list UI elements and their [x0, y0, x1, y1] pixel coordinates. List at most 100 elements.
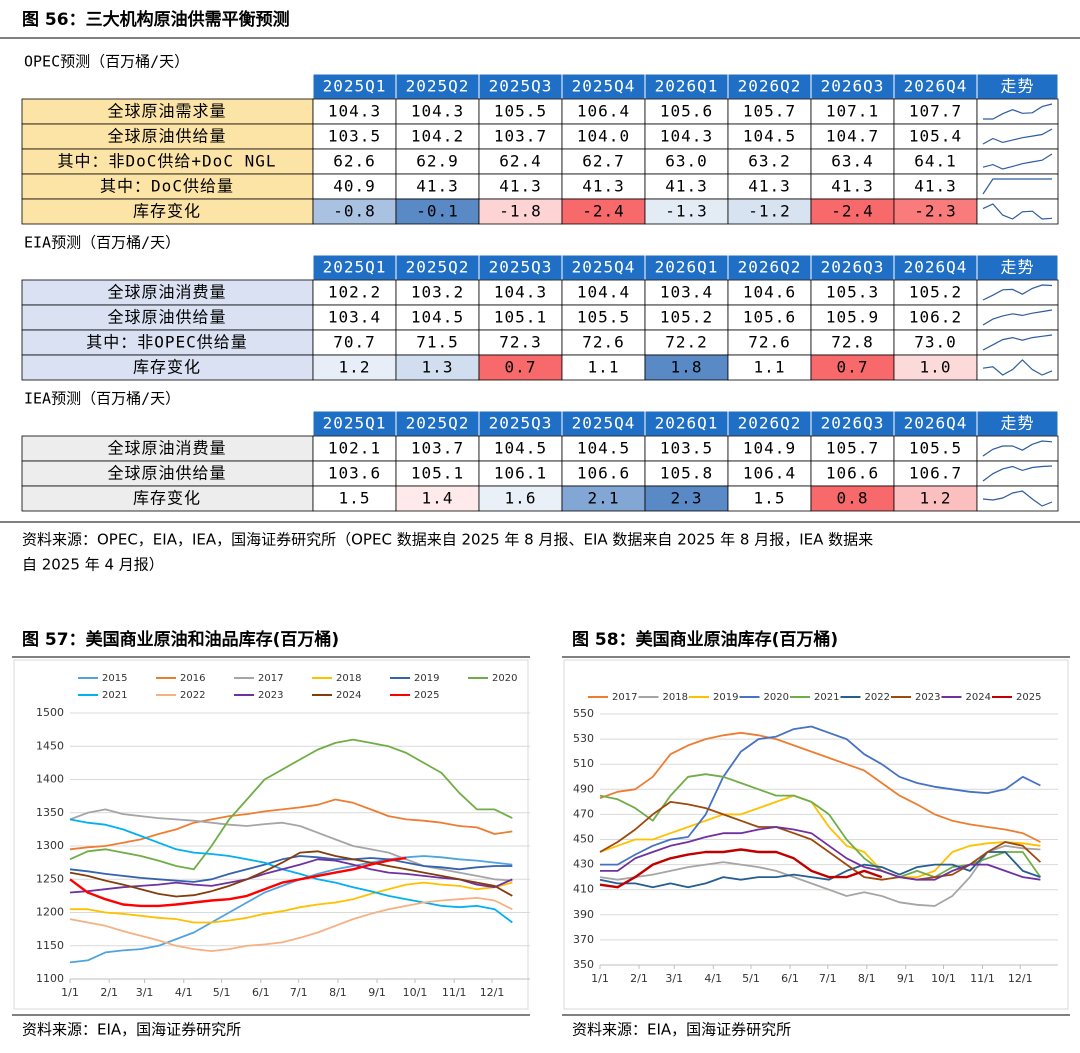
column-header: 2025Q1: [323, 258, 387, 277]
x-tick-label: 8/1: [858, 972, 876, 985]
cell-value: 40.9: [333, 177, 376, 196]
figure-title: 图 56：三大机构原油供需平衡预测: [22, 9, 290, 30]
value-cell: [893, 485, 978, 512]
cell-value: 106.4: [577, 102, 630, 121]
legend-label: 2023: [258, 690, 283, 701]
y-tick-label: 1400: [36, 773, 64, 786]
series-line: [69, 858, 513, 894]
series-line: [599, 844, 1041, 907]
value-cell: [727, 173, 812, 200]
y-tick-label: 370: [573, 933, 594, 946]
cell-value: 63.4: [831, 152, 874, 171]
value-cell: [561, 304, 646, 331]
section-title: OPEC预测（百万桶/天）: [24, 53, 189, 71]
row-label-cell: [21, 485, 314, 512]
x-tick-label: 2/1: [100, 986, 118, 999]
cell-value: 105.4: [909, 127, 962, 146]
value-cell: [644, 98, 729, 125]
legend-label: 2021: [814, 692, 839, 703]
cell-value: -1.8: [499, 202, 542, 221]
header-cell: [395, 410, 480, 437]
x-tick-label: 12/1: [1008, 972, 1033, 985]
value-cell: [478, 460, 563, 487]
value-cell: [395, 354, 480, 381]
value-cell: [561, 435, 646, 462]
series-line: [69, 808, 513, 882]
cell-value: 103.4: [328, 308, 381, 327]
cell-value: -2.4: [582, 202, 625, 221]
row-label-cell: [21, 198, 314, 225]
column-header: 2026Q3: [821, 414, 885, 433]
value-cell: [644, 304, 729, 331]
cell-value: 106.7: [909, 464, 962, 483]
y-tick-label: 1450: [36, 739, 64, 752]
column-header: 2026Q2: [738, 77, 802, 96]
value-cell: [727, 435, 812, 462]
row-label: 全球原油供给量: [107, 127, 226, 146]
cell-value: 62.6: [333, 152, 376, 171]
header-cell: [478, 254, 563, 281]
legend-label: 2017: [612, 692, 637, 703]
cell-value: -1.3: [665, 202, 708, 221]
cell-value: 105.9: [826, 308, 879, 327]
y-tick-label: 410: [573, 883, 594, 896]
column-header: 2026Q1: [655, 77, 719, 96]
legend-label: 2025: [1016, 692, 1041, 703]
cell-value: 103.5: [328, 127, 381, 146]
row-label-cell: [21, 123, 314, 150]
cell-value: 104.5: [411, 308, 464, 327]
legend-label: 2021: [102, 690, 127, 701]
cell-value: 103.7: [494, 127, 547, 146]
series-line: [69, 856, 407, 908]
value-cell: [561, 198, 646, 225]
cell-value: 105.5: [577, 308, 630, 327]
y-tick-label: 1350: [36, 806, 64, 819]
series-line: [599, 731, 1041, 843]
value-cell: [395, 485, 480, 512]
value-cell: [312, 329, 397, 356]
cell-value: 105.8: [660, 464, 713, 483]
header-cell: [893, 254, 978, 281]
value-cell: [810, 329, 895, 356]
value-cell: [395, 173, 480, 200]
value-cell: [395, 148, 480, 175]
legend-label: 2020: [492, 673, 517, 684]
cell-value: 2.3: [671, 489, 703, 508]
value-cell: [810, 173, 895, 200]
legend-label: 2022: [865, 692, 890, 703]
row-label: 库存变化: [133, 489, 201, 508]
cell-value: 103.2: [411, 283, 464, 302]
value-cell: [644, 460, 729, 487]
column-header: 2026Q4: [904, 258, 968, 277]
cell-value: 105.5: [909, 439, 962, 458]
trend-cell: [976, 173, 1059, 200]
series-line: [69, 855, 513, 964]
cell-value: 63.2: [748, 152, 791, 171]
trend-cell: [976, 279, 1059, 306]
cell-value: 72.8: [831, 333, 874, 352]
value-cell: [478, 98, 563, 125]
row-label: 全球原油消费量: [107, 439, 226, 458]
value-cell: [395, 198, 480, 225]
cell-value: 71.5: [416, 333, 459, 352]
cell-value: 41.3: [914, 177, 957, 196]
column-header: 2025Q3: [489, 414, 553, 433]
sparkline: [982, 359, 1053, 376]
x-tick-label: 10/1: [931, 972, 956, 985]
x-tick-label: 11/1: [442, 986, 467, 999]
cell-value: 105.6: [743, 308, 796, 327]
value-cell: [561, 354, 646, 381]
value-cell: [893, 304, 978, 331]
y-tick-label: 1100: [36, 972, 64, 985]
sparkline: [983, 103, 1053, 120]
y-tick-label: 530: [573, 732, 594, 745]
cell-value: 1.3: [422, 358, 454, 377]
cell-value: 41.3: [416, 177, 459, 196]
column-header: 2026Q4: [904, 77, 968, 96]
source-note: 资料来源：OPEC，EIA，IEA，国海证券研究所（OPEC 数据来自 2025…: [22, 531, 873, 549]
x-tick-label: 4/1: [704, 972, 722, 985]
cell-value: -2.3: [914, 202, 957, 221]
value-cell: [312, 148, 397, 175]
column-header: 2025Q3: [489, 77, 553, 96]
cell-value: 102.1: [328, 439, 381, 458]
